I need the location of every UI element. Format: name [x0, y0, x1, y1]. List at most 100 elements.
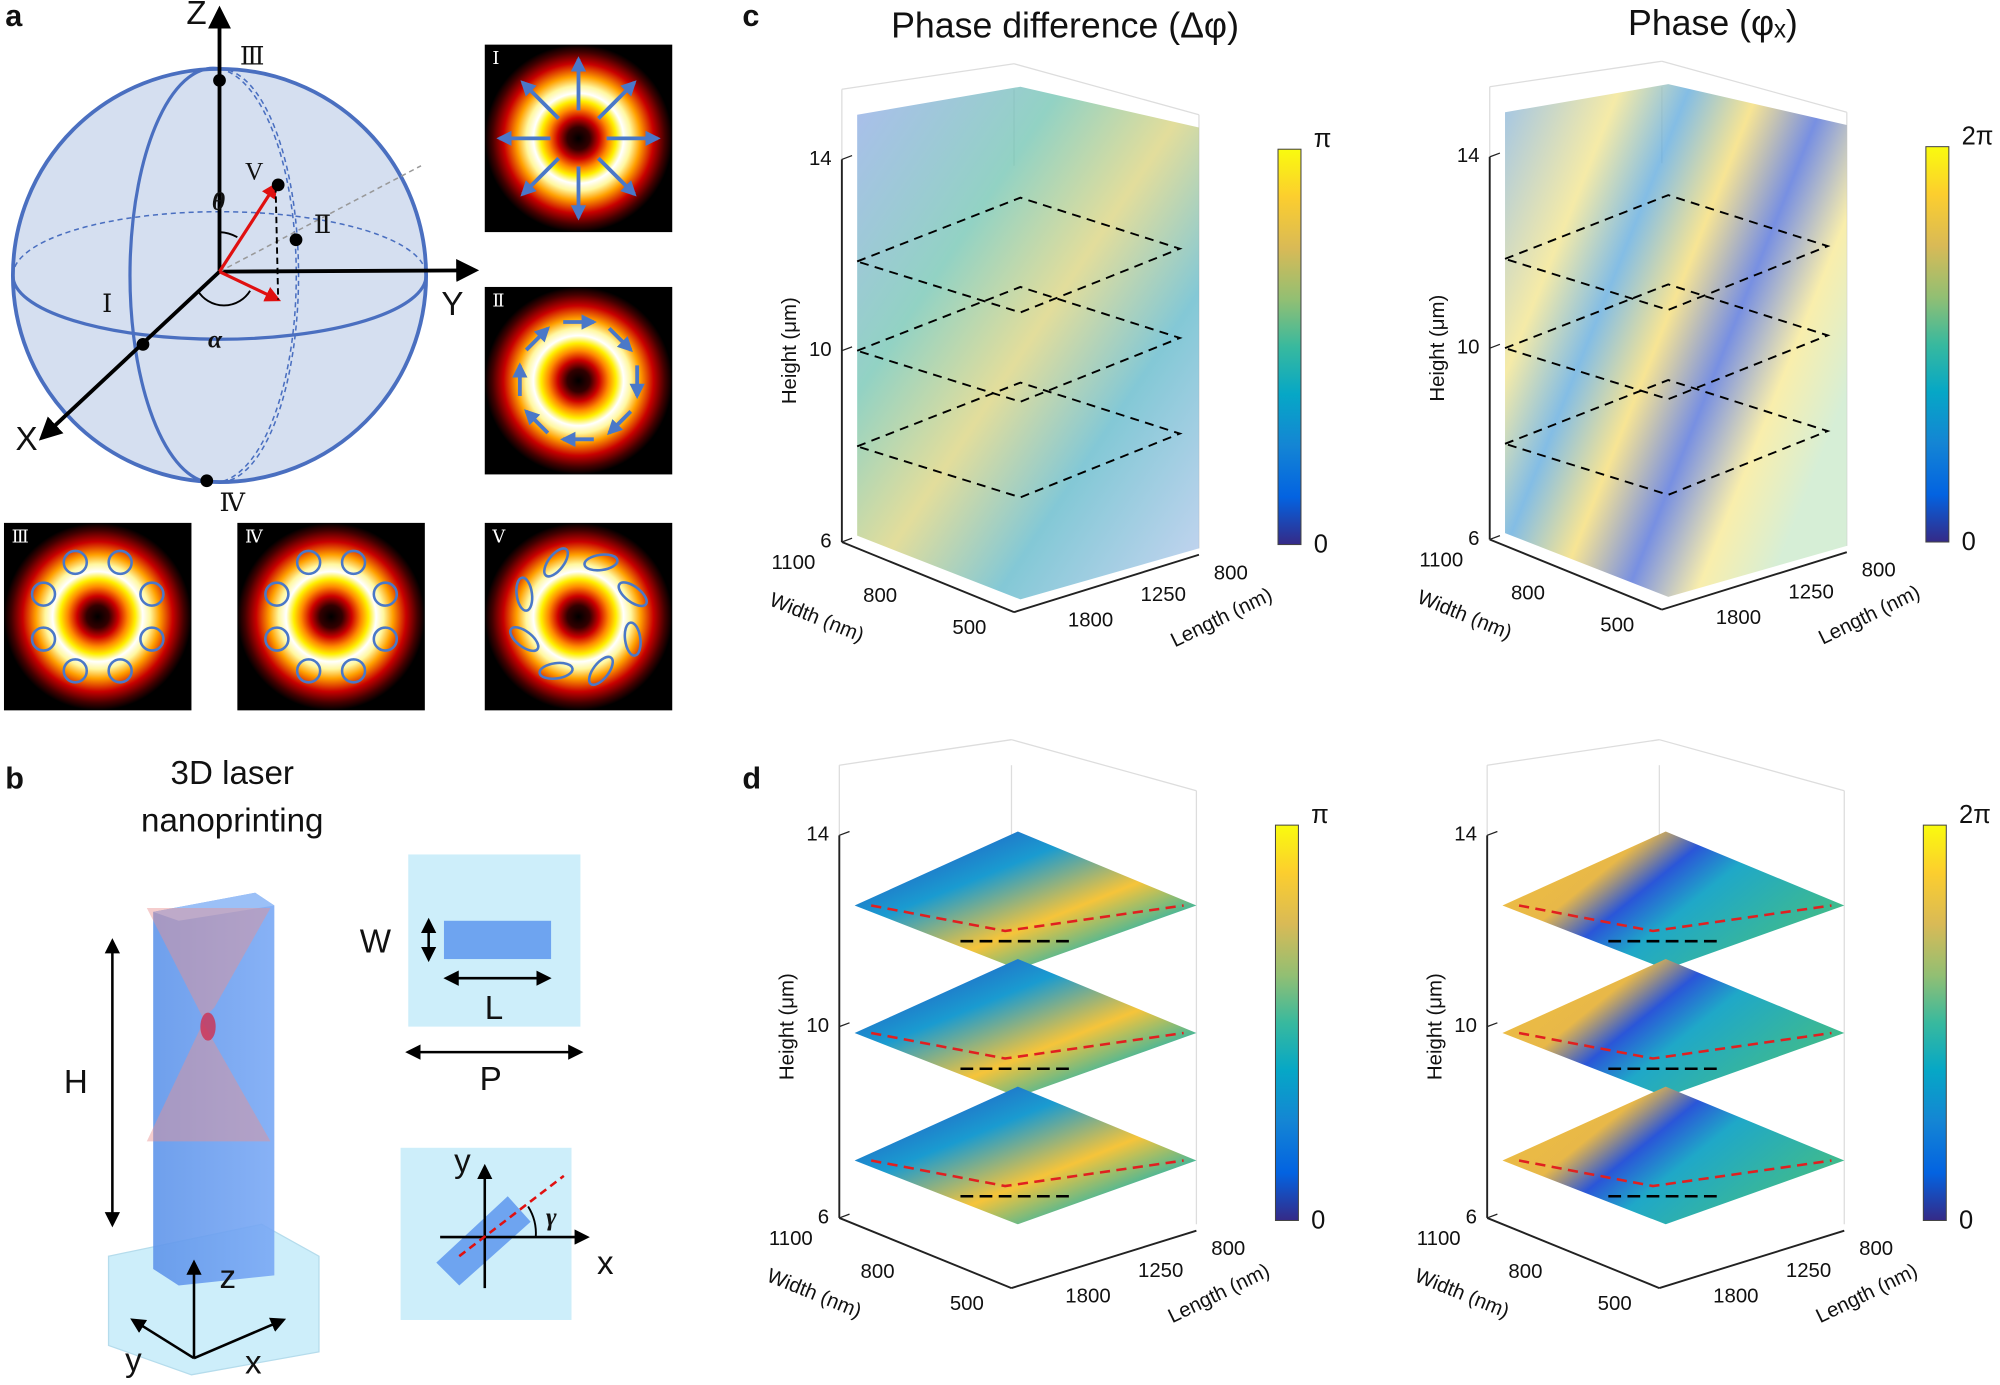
tick-label: 800 [1859, 1238, 1893, 1260]
panel-title: 3D laser [171, 755, 294, 792]
point-label: Ⅰ [102, 289, 112, 318]
polarization-circle [295, 658, 322, 684]
axis-label: Height (μm) [1427, 295, 1449, 402]
beam-profile [484, 286, 673, 475]
dim-label: L [485, 990, 503, 1027]
tick-label: 800 [1511, 583, 1545, 605]
panel-label: d [742, 762, 761, 796]
polarization-arrow [524, 326, 551, 352]
contour [1518, 904, 1832, 933]
phase-slab [854, 831, 1197, 970]
inset-label: Ⅴ [491, 526, 506, 546]
colorbar-label: π [1311, 801, 1329, 829]
slice-outline [1502, 283, 1831, 401]
tick [839, 1213, 850, 1219]
axis-label: Z [186, 0, 206, 32]
axis-label: X [15, 421, 37, 458]
point-label: Ⅳ [220, 488, 246, 517]
grid-line [1661, 60, 1847, 113]
tick-label: 6 [818, 1206, 829, 1228]
axis-line [1659, 1229, 1845, 1289]
polarization-arrow [607, 327, 633, 353]
tick-label: 1800 [1065, 1285, 1110, 1307]
tick [839, 830, 850, 836]
contour [870, 1159, 1184, 1188]
tick-label: 800 [1508, 1261, 1542, 1283]
tick-label: 1250 [1141, 584, 1186, 606]
colorbar [1274, 824, 1299, 1221]
tick-label: 1250 [1788, 581, 1833, 603]
plot-title: Phase (φₓ) [1628, 3, 1798, 43]
grid-line [1487, 739, 1660, 766]
polarization-arrow [524, 409, 550, 435]
tick-label: 10 [1457, 337, 1480, 359]
tick-label: 1100 [771, 552, 815, 574]
polarization-circle [30, 626, 57, 652]
tick [1486, 1022, 1498, 1028]
panel-label: a [5, 0, 23, 33]
polarization-ellipse [538, 661, 574, 680]
polarization-circle [295, 549, 322, 576]
tick-label: 500 [952, 617, 986, 639]
polarization-arrow [607, 409, 633, 436]
beam-inset: Ⅲ [3, 522, 192, 711]
polarization-circle [107, 658, 133, 684]
grid-line [1013, 63, 1200, 116]
tick-label: 10 [1454, 1015, 1477, 1037]
polarization-circle [340, 549, 367, 576]
colorbar-label: 2π [1962, 122, 1994, 150]
polarization-ellipse [587, 655, 615, 687]
axis-line [838, 1217, 1012, 1289]
point-label: Ⅲ [240, 42, 265, 71]
phase-slab [854, 959, 1197, 1097]
polarization-circle [30, 581, 57, 607]
phase-slab [854, 1086, 1197, 1225]
slice-outline [854, 196, 1183, 314]
tick-label: 500 [1598, 1293, 1632, 1315]
polarization-arrow [596, 80, 637, 120]
colorbar-label: 2π [1959, 801, 1991, 829]
grid-line [1011, 739, 1197, 792]
polarization-arrow [520, 80, 561, 120]
axis-label: Height (μm) [777, 973, 799, 1080]
polarization-ellipse [515, 576, 534, 612]
grid-line [841, 63, 1015, 90]
tick-label: 800 [863, 585, 897, 607]
tick-label: 14 [1454, 824, 1477, 846]
inset-label: Ⅳ [245, 526, 264, 546]
slice-outline [1502, 194, 1831, 311]
axis-label: Height (μm) [779, 297, 801, 404]
beam-inset: Ⅱ [484, 286, 673, 475]
tick-label: 10 [809, 339, 832, 361]
beam-inset: Ⅰ [484, 44, 673, 233]
slice-outline [1502, 379, 1831, 496]
tick-label: 800 [861, 1261, 895, 1283]
axis-line [1486, 1217, 1660, 1289]
polarization-ellipse [583, 553, 619, 572]
dim-label: P [480, 1061, 502, 1098]
tick [1489, 343, 1501, 349]
sphere [10, 5, 480, 488]
slice-outline [854, 285, 1183, 403]
colorbar-label: 0 [1314, 531, 1328, 559]
polarization-circle [372, 581, 399, 607]
tick-label: 1800 [1068, 609, 1113, 631]
tick-label: 1800 [1713, 1285, 1758, 1307]
axis-label: y [125, 1342, 142, 1379]
colorbar [1277, 148, 1302, 546]
axis-line [1489, 538, 1663, 611]
inset-label: Ⅱ [492, 290, 504, 310]
axis-label: x [245, 1344, 262, 1381]
polarization-ellipse [543, 547, 570, 578]
pillar-drawing [104, 854, 590, 1376]
axis-line [1011, 1229, 1197, 1289]
tick-label: 1250 [1786, 1260, 1831, 1282]
colorbar-label: 0 [1959, 1206, 1973, 1234]
axis-label: Width (nm) [766, 589, 867, 647]
colorbar [1922, 824, 1947, 1221]
tick [1486, 1213, 1498, 1219]
tick [841, 537, 853, 543]
beam-inset: Ⅳ [237, 522, 425, 711]
